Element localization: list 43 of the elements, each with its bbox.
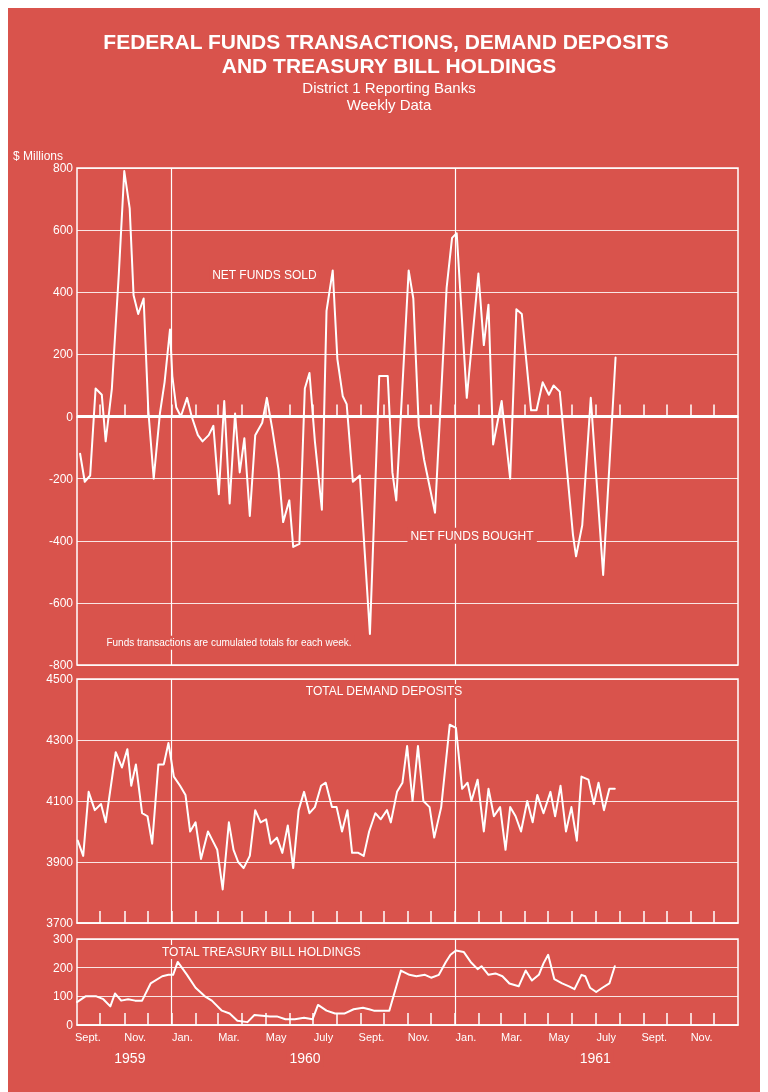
y-tick-label: -400 xyxy=(48,533,74,548)
x-tick-label: Mar. xyxy=(501,1030,523,1043)
x-tick-label: Nov. xyxy=(690,1030,713,1043)
x-tick-label: July xyxy=(313,1030,334,1043)
text: 1961 xyxy=(579,1049,611,1066)
x-tick-label: Sept. xyxy=(75,1030,101,1043)
y-tick-label: 200 xyxy=(52,960,74,975)
chart-title: FEDERAL FUNDS TRANSACTIONS, DEMAND DEPOSITS AND TREASURY BILL HOLDINGS xyxy=(103,29,675,77)
annotation: NET FUNDS SOLD xyxy=(212,267,317,282)
y-axis-title: $ Millions xyxy=(13,149,64,164)
x-tick-label: May xyxy=(548,1030,570,1043)
x-tick-label: Nov. xyxy=(407,1030,430,1043)
y-tick-label: 4300 xyxy=(46,733,74,747)
y-tick-label: 800 xyxy=(52,161,74,175)
x-tick-label: May xyxy=(265,1030,288,1043)
x-tick-label: Nov. xyxy=(124,1030,147,1043)
x-tick-label: Sept. xyxy=(358,1030,385,1043)
y-tick-label: 4100 xyxy=(46,794,74,808)
x-tick-label: Jan. xyxy=(171,1030,193,1043)
x-tick-label: July xyxy=(596,1030,617,1043)
y-tick-label: 3900 xyxy=(46,855,74,869)
x-tick-label: Mar. xyxy=(218,1030,240,1043)
y-tick-label: 0 xyxy=(66,1018,74,1032)
y-tick-label: -200 xyxy=(48,471,74,486)
y-tick-label: 100 xyxy=(52,989,74,1004)
chart-subtitle: District 1 Reporting Banks Weekly Data xyxy=(302,79,476,113)
y-tick-label: 200 xyxy=(52,347,74,362)
x-tick-label: Sept. xyxy=(641,1030,668,1043)
x-tick-label: Jan. xyxy=(455,1030,477,1043)
text: 1960 xyxy=(289,1049,321,1066)
y-tick-label: 400 xyxy=(52,285,74,300)
annotation: Funds transactions are cumulated totals for each week. xyxy=(106,637,352,649)
y-tick-label: 600 xyxy=(52,223,74,238)
y-tick-label: -600 xyxy=(48,595,74,610)
chart-title: TOTAL DEMAND DEPOSITS xyxy=(305,684,463,698)
y-tick-label: 0 xyxy=(66,409,74,424)
text: 1959 xyxy=(114,1049,146,1066)
text: TOTAL TREASURY BILL HOLDINGS xyxy=(162,945,361,959)
y-tick-label: 4500 xyxy=(46,672,74,686)
annotation: NET FUNDS BOUGHT xyxy=(410,528,535,543)
y-tick-label: 300 xyxy=(52,932,74,946)
y-tick-label: -800 xyxy=(48,658,74,672)
y-tick-label: 3700 xyxy=(46,916,74,930)
